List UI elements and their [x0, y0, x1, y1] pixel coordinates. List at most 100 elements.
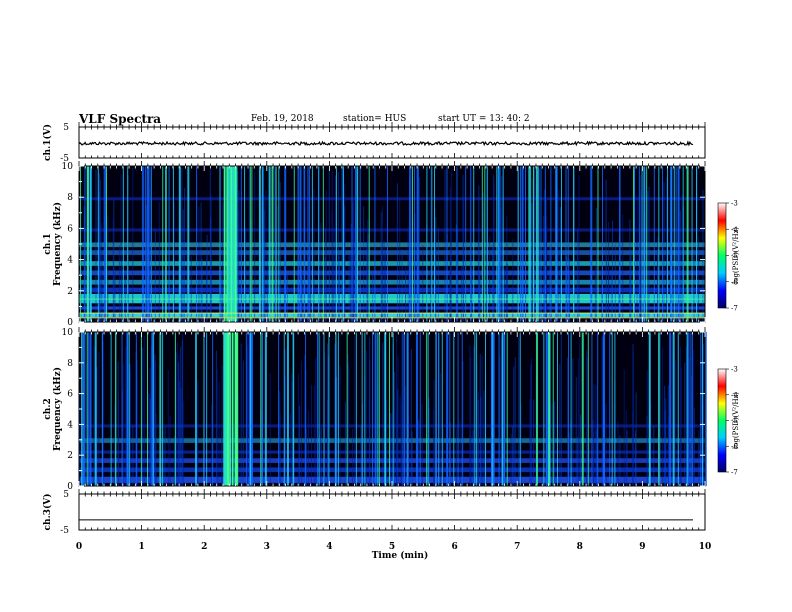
- noise-speckle: [595, 429, 597, 486]
- sferic-line: [545, 332, 548, 486]
- noise-speckle: [363, 206, 365, 322]
- y-tick-label: 6: [67, 224, 73, 234]
- y-tick-label: 2: [67, 451, 73, 461]
- sferic-line: [673, 166, 675, 322]
- noise-speckle: [437, 228, 439, 322]
- noise-speckle: [320, 222, 322, 322]
- sferic-line: [343, 166, 345, 322]
- noise-speckle: [593, 432, 595, 486]
- noise-speckle: [335, 175, 337, 322]
- x-tick-label: 6: [451, 542, 457, 552]
- noise-speckle: [569, 271, 571, 322]
- noise-speckle: [418, 419, 420, 486]
- sferic-line: [293, 332, 295, 486]
- noise-speckle: [121, 259, 123, 322]
- noise-speckle: [533, 399, 535, 486]
- waveform-ch1: 5 -5 ch.1(V): [42, 123, 706, 164]
- sferic-line: [323, 332, 325, 486]
- noise-speckle: [180, 346, 182, 486]
- sferic-line: [504, 332, 506, 486]
- sferic-line: [357, 166, 359, 322]
- sferic-line: [470, 166, 472, 322]
- noise-speckle: [617, 421, 619, 486]
- sferic-line: [686, 166, 689, 322]
- noise-speckle: [254, 172, 256, 322]
- noise-speckle: [418, 177, 420, 322]
- noise-speckle: [120, 174, 122, 322]
- noise-speckle: [81, 406, 83, 486]
- sferic-line: [498, 166, 501, 322]
- sferic-line: [682, 166, 684, 322]
- sferic-line: [485, 332, 487, 486]
- noise-speckle: [610, 270, 612, 322]
- sferic-line: [453, 332, 455, 486]
- noise-speckle: [492, 244, 494, 322]
- noise-speckle: [548, 244, 550, 322]
- y-tick-label: 5: [63, 490, 69, 500]
- sferic-line: [672, 332, 675, 486]
- colorbar-tick-label: -6: [731, 443, 738, 451]
- emission-band: [79, 228, 705, 232]
- sferic-line: [122, 166, 124, 322]
- noise-speckle: [472, 429, 474, 486]
- sferic-line: [305, 332, 307, 486]
- sferic-line: [587, 332, 589, 486]
- noise-speckle: [93, 345, 95, 486]
- noise-speckle: [625, 410, 627, 486]
- sferic-line: [195, 332, 197, 486]
- noise-speckle: [480, 396, 482, 486]
- sferic-line: [303, 166, 305, 322]
- noise-speckle: [485, 170, 487, 322]
- noise-speckle: [501, 175, 503, 322]
- sferic-line: [633, 166, 635, 322]
- sferic-line: [82, 332, 84, 486]
- noise-speckle: [586, 349, 588, 486]
- y-tick-label: -5: [60, 154, 69, 164]
- noise-speckle: [500, 207, 502, 322]
- sferic-line: [105, 166, 107, 322]
- noise-speckle: [164, 427, 166, 486]
- sferic-line: [492, 332, 495, 486]
- sferic-line: [248, 332, 251, 486]
- noise-speckle: [433, 379, 435, 486]
- noise-speckle: [155, 413, 157, 486]
- sferic-line: [502, 166, 504, 322]
- noise-speckle: [506, 263, 508, 322]
- noise-speckle: [394, 371, 396, 486]
- noise-speckle: [693, 408, 695, 486]
- emission-band: [79, 279, 705, 285]
- sferic-line: [372, 332, 374, 486]
- noise-speckle: [173, 201, 175, 322]
- noise-speckle: [245, 228, 247, 322]
- sferic-line: [671, 166, 673, 322]
- sferic-line: [677, 166, 680, 322]
- sferic-line: [449, 332, 451, 486]
- sferic-line: [486, 166, 488, 322]
- x-tick-label: 5: [389, 542, 395, 552]
- sferic-line: [275, 166, 277, 322]
- noise-speckle: [399, 395, 401, 486]
- noise-speckle: [222, 203, 224, 322]
- sferic-line: [262, 166, 264, 322]
- x-tick-label: 1: [138, 542, 144, 552]
- noise-speckle: [450, 172, 452, 322]
- noise-speckle: [200, 202, 202, 322]
- noise-speckle: [215, 350, 217, 486]
- sferic-burst-line: [236, 332, 239, 486]
- noise-speckle: [434, 438, 436, 486]
- noise-speckle: [553, 401, 555, 486]
- noise-speckle: [178, 354, 180, 486]
- noise-speckle: [83, 206, 85, 322]
- sferic-line: [284, 166, 287, 322]
- noise-speckle: [575, 377, 577, 486]
- sferic-line: [104, 166, 107, 322]
- sferic-line: [168, 166, 170, 322]
- noise-speckle: [240, 343, 242, 486]
- noise-speckle: [163, 269, 165, 322]
- sferic-line: [259, 166, 261, 322]
- x-tick-label: 3: [264, 542, 270, 552]
- noise-speckle: [190, 255, 192, 322]
- noise-speckle: [173, 436, 175, 486]
- noise-speckle: [632, 412, 634, 486]
